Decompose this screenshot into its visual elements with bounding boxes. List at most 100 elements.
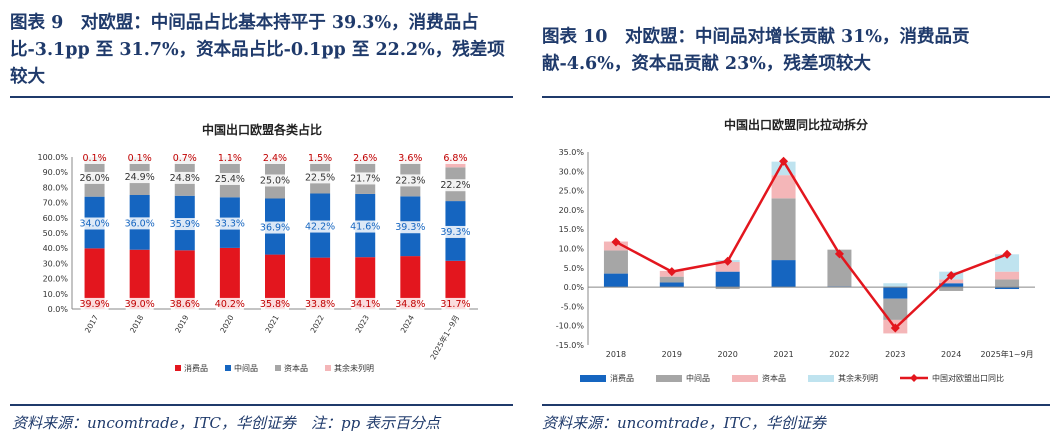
- data-label-bg: [261, 297, 289, 310]
- bar-segment-2: [771, 175, 796, 199]
- data-label-bg: [170, 152, 199, 164]
- data-label: 41.6%: [350, 222, 380, 233]
- data-label-bg: [170, 297, 199, 310]
- data-label: 24.8%: [170, 173, 200, 184]
- legend-label: 其余未列明: [838, 373, 878, 383]
- y-tick-label: 0.0%: [48, 305, 69, 314]
- data-label: 36.0%: [125, 218, 155, 229]
- data-label: 0.1%: [128, 153, 152, 164]
- yoy-growth-point: [834, 249, 844, 259]
- y-tick-label: -10.0%: [556, 322, 585, 331]
- bar-segment-1: [715, 287, 740, 290]
- bar-segment-0: [310, 257, 331, 309]
- data-label-bg: [441, 179, 470, 192]
- y-tick-label: 20.0%: [43, 275, 69, 284]
- legend-swatch-2: [732, 375, 758, 382]
- data-label: 3.6%: [398, 153, 422, 164]
- bar-segment-1: [939, 287, 964, 291]
- data-label: 24.9%: [125, 172, 155, 183]
- data-label: 36.9%: [260, 223, 290, 234]
- bar-segment-0: [400, 256, 421, 309]
- yoy-growth-point: [667, 267, 677, 277]
- x-tick-label: 2023: [885, 350, 905, 359]
- yoy-growth-point: [1002, 249, 1012, 259]
- data-label-bg: [80, 152, 109, 164]
- data-label-bg: [170, 171, 199, 184]
- data-label-bg: [215, 217, 244, 230]
- data-label-bg: [125, 152, 154, 164]
- data-label: 39.0%: [125, 299, 155, 310]
- data-label: 33.3%: [215, 219, 245, 230]
- x-tick-label: 2019: [173, 313, 190, 334]
- y-tick-label: 10.0%: [43, 290, 69, 299]
- y-tick-label: 50.0%: [43, 229, 69, 238]
- x-tick-label: 2024: [399, 313, 416, 334]
- data-label-bg: [215, 152, 244, 164]
- x-tick-label: 2025年1~9月: [428, 313, 462, 361]
- legend-label: 消费品: [184, 363, 208, 373]
- data-label-bg: [306, 171, 335, 184]
- bar-segment-0: [84, 248, 105, 309]
- x-tick-label: 2017: [83, 313, 100, 334]
- legend-swatch-3: [325, 365, 331, 371]
- bar-segment-0: [265, 254, 285, 309]
- x-tick-label: 2019: [662, 350, 682, 359]
- x-tick-label: 2021: [773, 350, 793, 359]
- x-tick-label: 2023: [354, 313, 371, 334]
- y-tick-label: 70.0%: [43, 199, 69, 208]
- bar-segment-0: [715, 271, 740, 288]
- figure-9-rule-bottom: [10, 404, 513, 406]
- bar-segment-3: [883, 283, 908, 288]
- legend-swatch-0: [580, 375, 606, 382]
- data-label: 2.4%: [263, 153, 287, 164]
- data-label-bg: [261, 221, 289, 234]
- data-label-bg: [261, 152, 289, 164]
- bar-segment-2: [939, 279, 964, 284]
- data-label-bg: [261, 174, 289, 187]
- legend-swatch-1: [656, 375, 682, 382]
- y-tick-label: 10.0%: [559, 245, 585, 254]
- bar-segment-0: [603, 273, 628, 288]
- data-label: 40.2%: [215, 299, 245, 310]
- bar-segment-0: [174, 250, 195, 309]
- y-tick-label: 35.0%: [559, 148, 585, 157]
- bar-segment-0: [771, 260, 796, 288]
- data-label-bg: [351, 297, 380, 310]
- data-label: 0.1%: [82, 153, 106, 164]
- figure-10-source-note: 资料来源：uncomtrade，ITC，华创证券: [542, 414, 827, 432]
- data-label: 39.9%: [79, 299, 109, 310]
- bar-segment-0: [659, 282, 684, 288]
- data-label-bg: [170, 218, 199, 231]
- data-label-bg: [80, 217, 109, 230]
- data-label: 2.6%: [353, 153, 377, 164]
- figure-10-title: 图表 10 对欧盟：中间品对增长贡献 31%，消费品贡献-4.6%，资本品贡献 …: [542, 27, 970, 74]
- legend-label: 其余未列明: [334, 363, 374, 373]
- figure-10-rule-top: [542, 96, 1050, 98]
- figure-9-source-note: 资料来源：uncomtrade，ITC，华创证券 注：pp 表示百分点: [12, 414, 440, 432]
- data-label: 39.3%: [395, 222, 425, 233]
- bar-segment-0: [883, 287, 908, 299]
- bar-segment-0: [129, 249, 150, 309]
- yoy-growth-point: [723, 256, 733, 266]
- data-label-bg: [351, 172, 380, 185]
- bar-segment-0: [445, 260, 466, 309]
- legend-label: 资本品: [284, 363, 308, 373]
- bar-segment-0: [939, 283, 964, 288]
- y-tick-label: 20.0%: [559, 206, 585, 215]
- bar-segment-0: [219, 247, 240, 309]
- y-tick-label: -5.0%: [561, 302, 585, 311]
- x-tick-label: 2020: [218, 313, 235, 334]
- legend-label: 中间品: [234, 363, 258, 373]
- y-tick-label: 30.0%: [43, 259, 69, 268]
- y-tick-label: 60.0%: [43, 214, 69, 223]
- data-label-bg: [396, 174, 425, 187]
- legend-label: 中国对欧盟出口同比: [932, 373, 1004, 383]
- data-label-bg: [441, 225, 470, 238]
- data-label-bg: [351, 152, 380, 164]
- bar-segment-1: [659, 276, 684, 283]
- x-tick-label: 2018: [606, 350, 626, 359]
- data-label: 31.7%: [440, 299, 470, 310]
- bar-segment-0: [995, 287, 1020, 290]
- data-label-bg: [351, 220, 380, 233]
- data-label: 6.8%: [443, 153, 467, 164]
